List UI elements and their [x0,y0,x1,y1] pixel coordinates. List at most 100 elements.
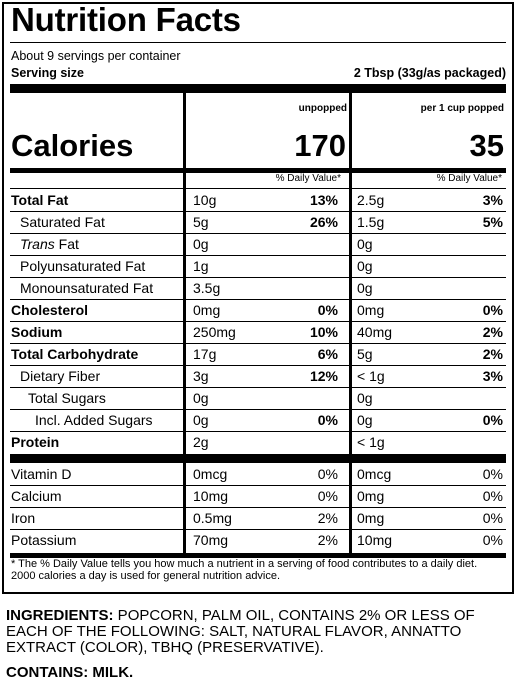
amount-col1: 70mg [193,532,229,548]
row-divider [10,277,506,278]
nutrition-facts-title: Nutrition Facts [11,1,241,38]
nutrient-row-protein: Protein 2g < 1g [10,431,506,453]
amount-col1: 250mg [193,324,236,340]
amount-col1: 5g [193,214,209,230]
nutrient-row-sodium: Sodium 250mg 10% 40mg 2% [10,321,506,344]
percent-col2: 5% [482,214,503,230]
amount-col1: 0.5mg [193,510,232,526]
amount-col1: 0g [193,236,209,252]
nutrient-row-total-carbohydrate: Total Carbohydrate 17g 6% 5g 2% [10,343,506,366]
nutrient-label: Calcium [11,488,62,504]
amount-col2: 0mcg [357,466,392,482]
divider-thin [10,42,506,43]
nutrient-row-trans-fat: Trans Fat 0g 0g [10,233,506,256]
nutrient-row-total-sugars: Total Sugars 0g 0g [10,387,506,410]
nutrient-label: Potassium [11,532,77,548]
row-divider [10,507,506,508]
amount-col1: 3.5g [193,280,221,296]
divider-medium [10,553,506,558]
nutrient-label: Total Fat [11,192,69,208]
servings-per-container: About 9 servings per container [11,49,181,63]
amount-col2: 0g [357,390,373,406]
amount-col1: 2g [193,434,209,450]
row-divider [10,299,506,300]
calories-col2: 35 [469,128,504,163]
column1-header: unpopped [298,103,347,114]
percent-col1: 13% [309,192,338,208]
amount-col2: 0g [357,280,373,296]
calories-col1: 170 [294,128,346,163]
percent-col2: 3% [482,192,503,208]
nutrient-label: Sodium [11,324,63,340]
nutrient-label: Cholesterol [11,302,89,318]
percent-col2: 0% [482,488,503,504]
percent-col2: 2% [482,324,503,340]
row-divider [10,321,506,322]
calories-label: Calories [11,128,134,163]
percent-col2: 0% [482,532,503,548]
amount-col2: 1.5g [357,214,385,230]
row-divider [10,431,506,432]
nutrient-label: Dietary Fiber [20,368,101,384]
amount-col1: 0mcg [193,466,228,482]
amount-col1: 0mg [193,302,221,318]
column2-header: per 1 cup popped [420,103,504,114]
nutrient-row-added-sugars: Incl. Added Sugars 0g 0% 0g 0% [10,409,506,432]
amount-col1: 10mg [193,488,229,504]
amount-col1: 0g [193,412,209,428]
row-divider [10,343,506,344]
ingredients-statement: INGREDIENTS: POPCORN, PALM OIL, CONTAINS… [6,608,514,656]
percent-col1: 0% [317,302,338,318]
amount-col2: < 1g [357,434,385,450]
percent-col2: 0% [482,466,503,482]
amount-col2: 0mg [357,488,385,504]
nutrient-label: Iron [11,510,36,526]
amount-col2: 2.5g [357,192,385,208]
nutrient-row-dietary-fiber: Dietary Fiber 3g 12% < 1g 3% [10,365,506,388]
nutrient-row-polyunsaturated-fat: Polyunsaturated Fat 1g 0g [10,255,506,278]
nutrient-label: Saturated Fat [20,214,105,230]
amount-col1: 1g [193,258,209,274]
row-divider [10,529,506,530]
nutrient-label: Total Carbohydrate [11,346,139,362]
row-divider [10,255,506,256]
nutrition-facts-panel: Nutrition Facts About 9 servings per con… [2,1,514,594]
percent-col2: 3% [482,368,503,384]
row-divider [10,233,506,234]
percent-col2: 0% [482,302,503,318]
nutrient-label: Incl. Added Sugars [35,412,153,428]
amount-col1: 3g [193,368,209,384]
percent-col2: 2% [482,346,503,362]
daily-value-header-col1: % Daily Value* [275,173,341,184]
amount-col2: 0g [357,236,373,252]
divider-thick [10,454,506,463]
vitamin-row-potassium: Potassium 70mg 2% 10mg 0% [10,529,506,551]
percent-col1: 0% [317,412,338,428]
daily-value-footnote: * The % Daily Value tells you how much a… [11,558,478,582]
allergen-statement: CONTAINS: MILK. [6,664,134,681]
amount-col2: 0g [357,258,373,274]
amount-col2: 5g [357,346,373,362]
nutrient-label: Total Sugars [28,390,106,406]
divider-medium [10,168,506,173]
row-divider [10,485,506,486]
nutrient-row-cholesterol: Cholesterol 0mg 0% 0mg 0% [10,299,506,322]
nutrient-label: Vitamin D [11,466,72,482]
column-divider-1 [183,93,186,558]
nutrient-row-saturated-fat: Saturated Fat 5g 26% 1.5g 5% [10,211,506,234]
nutrient-label: Monounsaturated Fat [20,280,154,296]
percent-col1: 6% [317,346,338,362]
nutrient-row-total-fat: Total Fat 10g 13% 2.5g 3% [10,189,506,212]
daily-value-header-col2: % Daily Value* [436,173,502,184]
nutrient-label: Protein [11,434,60,450]
row-divider [10,211,506,212]
serving-size-value: 2 Tbsp (33g/as packaged) [353,66,506,80]
row-divider [10,365,506,366]
percent-col1: 0% [317,488,338,504]
amount-col2: 0g [357,412,373,428]
percent-col1: 12% [309,368,338,384]
trans-fat-suffix: Fat [54,236,79,252]
percent-col1: 2% [317,532,338,548]
amount-col2: 40mg [357,324,393,340]
column-divider-2 [349,93,352,558]
